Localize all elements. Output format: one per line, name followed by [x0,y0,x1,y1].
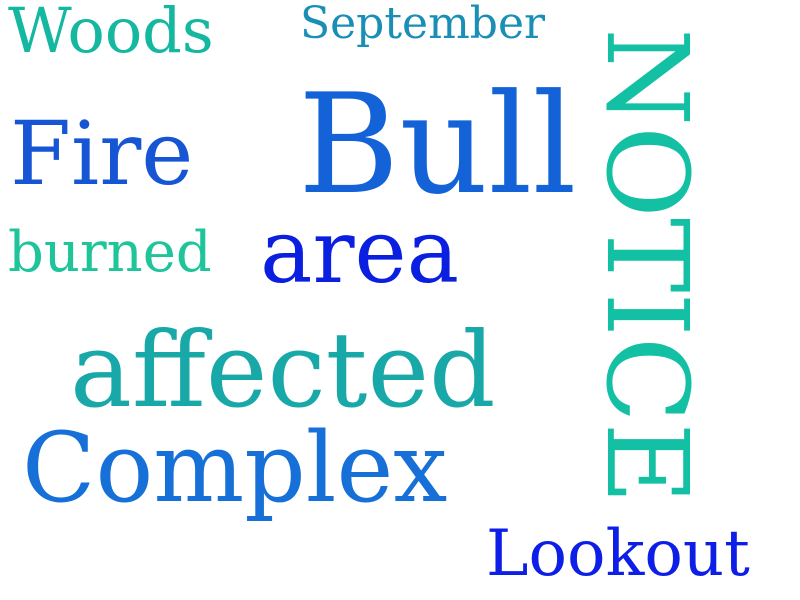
word-area: area [260,200,460,303]
word-burned: burned [8,220,212,285]
word-september: September [300,0,546,49]
word-fire: Fire [10,102,194,205]
word-notice: NOTICE [581,28,711,505]
word-affected: affected [70,309,496,431]
word-complex: Complex [22,412,448,524]
word-woods: Woods [8,0,214,67]
word-bull: Bull [298,64,577,225]
word-lookout: Lookout [486,517,750,591]
